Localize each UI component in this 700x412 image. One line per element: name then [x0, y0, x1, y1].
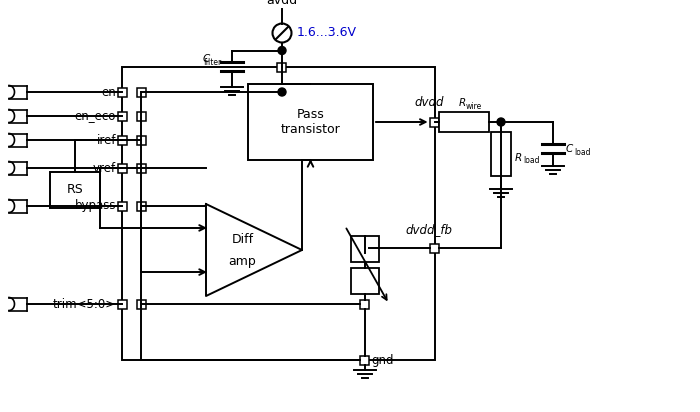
- Bar: [136, 112, 146, 120]
- Bar: [351, 236, 379, 262]
- Text: en: en: [102, 86, 116, 98]
- Text: load: load: [574, 147, 591, 157]
- Bar: [118, 112, 127, 120]
- Bar: [118, 201, 127, 211]
- Bar: [118, 300, 127, 309]
- Bar: [439, 112, 489, 132]
- Bar: [118, 87, 127, 96]
- Text: 1.6...3.6V: 1.6...3.6V: [297, 26, 357, 40]
- Text: filter: filter: [204, 58, 222, 67]
- Text: Pass
transistor: Pass transistor: [281, 108, 340, 136]
- Text: vref: vref: [93, 162, 116, 175]
- Bar: [277, 63, 286, 72]
- Bar: [430, 243, 440, 253]
- Text: gnd: gnd: [371, 354, 393, 367]
- Bar: [136, 87, 146, 96]
- Bar: [122, 67, 435, 360]
- Circle shape: [278, 47, 286, 54]
- Bar: [248, 84, 373, 160]
- Bar: [50, 172, 100, 208]
- Bar: [491, 132, 511, 176]
- Text: trim<5:0>: trim<5:0>: [53, 297, 116, 311]
- Text: bypass: bypass: [74, 199, 116, 213]
- Bar: [136, 164, 146, 173]
- Circle shape: [497, 118, 505, 126]
- Bar: [360, 300, 370, 309]
- Bar: [430, 117, 440, 126]
- Bar: [360, 356, 370, 365]
- Bar: [136, 136, 146, 145]
- Bar: [118, 136, 127, 145]
- Text: R: R: [459, 98, 466, 108]
- Text: en_eco: en_eco: [75, 110, 116, 122]
- Bar: [360, 243, 370, 253]
- Circle shape: [278, 88, 286, 96]
- Text: C: C: [566, 144, 573, 154]
- Bar: [351, 268, 379, 294]
- Text: C: C: [203, 54, 210, 65]
- Text: RS: RS: [66, 183, 83, 197]
- Text: dvdd: dvdd: [414, 96, 444, 109]
- Text: amp: amp: [229, 255, 256, 269]
- Text: avdd: avdd: [267, 0, 298, 7]
- Bar: [136, 300, 146, 309]
- Bar: [136, 201, 146, 211]
- Text: wire: wire: [466, 102, 482, 111]
- Text: dvdd_fb: dvdd_fb: [405, 223, 452, 236]
- Text: iref: iref: [97, 133, 116, 147]
- Text: R: R: [515, 153, 522, 163]
- Text: load: load: [523, 155, 540, 164]
- Text: Diff: Diff: [232, 234, 253, 246]
- Bar: [118, 164, 127, 173]
